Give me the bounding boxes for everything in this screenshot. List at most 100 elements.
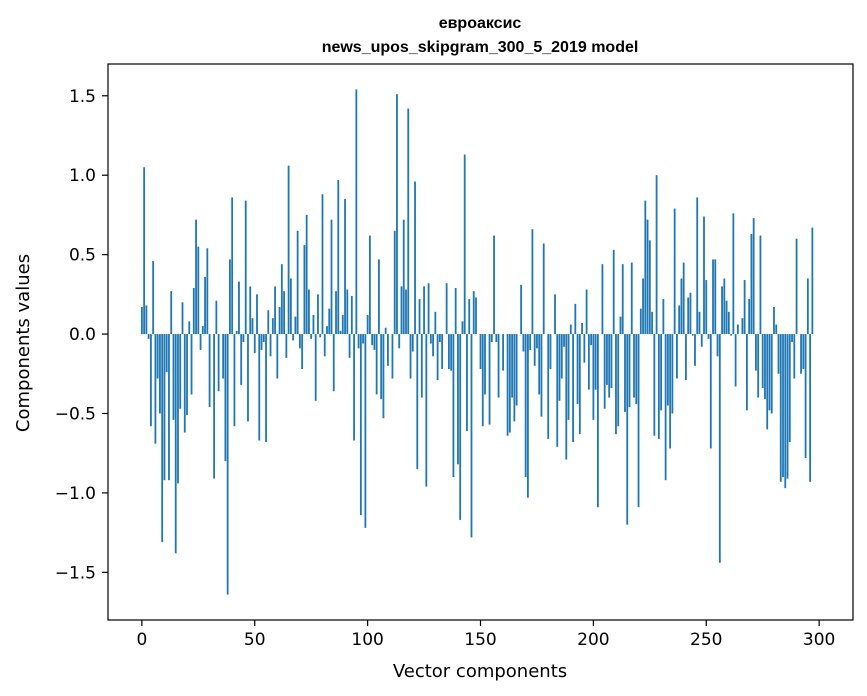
bar-64 — [285, 334, 288, 358]
bar-152 — [484, 334, 486, 395]
bar-218 — [633, 334, 635, 398]
bar-233 — [666, 334, 669, 406]
bar-24 — [195, 219, 197, 335]
bar-9 — [161, 334, 164, 543]
bar-139 — [454, 287, 457, 335]
bar-200 — [592, 334, 595, 420]
bar-216 — [628, 334, 631, 408]
bar-1 — [143, 167, 146, 335]
bar-136 — [447, 334, 450, 370]
bar-290 — [795, 238, 798, 335]
bar-163 — [508, 334, 511, 433]
bar-105 — [378, 259, 380, 335]
bar-189 — [567, 334, 570, 420]
bar-89 — [341, 314, 344, 335]
x-tick-label: 200 — [577, 630, 609, 650]
bar-209 — [612, 249, 615, 335]
bar-184 — [556, 334, 559, 447]
bar-268 — [745, 334, 748, 411]
bar-206 — [606, 334, 608, 385]
bar-55 — [265, 334, 267, 443]
bar-47 — [247, 334, 249, 422]
bar-188 — [565, 334, 568, 460]
bar-220 — [637, 334, 640, 508]
bar-53 — [260, 334, 263, 350]
bar-219 — [635, 334, 638, 404]
bar-175 — [536, 334, 538, 349]
bar-92 — [348, 334, 351, 358]
bar-58 — [271, 318, 274, 335]
bar-41 — [233, 334, 236, 427]
bar-66 — [289, 278, 292, 335]
bar-44 — [240, 334, 243, 385]
bar-61 — [278, 307, 281, 335]
bar-281 — [775, 324, 778, 335]
bar-50 — [253, 334, 256, 354]
bar-121 — [414, 181, 416, 335]
bar-84 — [330, 219, 333, 335]
bar-210 — [615, 334, 617, 435]
bar-48 — [249, 286, 252, 335]
bar-15 — [174, 334, 177, 554]
bar-95 — [355, 89, 358, 335]
bar-231 — [662, 299, 665, 335]
bar-120 — [411, 334, 414, 352]
bar-158 — [497, 334, 500, 398]
bar-205 — [603, 334, 606, 409]
bar-266 — [741, 318, 744, 335]
bar-169 — [522, 334, 525, 352]
bar-100 — [366, 314, 369, 335]
bar-172 — [529, 334, 532, 350]
bar-289 — [793, 334, 796, 379]
bar-119 — [409, 334, 412, 379]
bar-195 — [581, 322, 583, 335]
bar-259 — [725, 300, 728, 335]
bar-279 — [770, 334, 773, 414]
bar-38 — [226, 334, 229, 595]
y-tick-label: −1.5 — [55, 563, 96, 583]
bar-241 — [685, 334, 687, 381]
bar-160 — [502, 334, 504, 371]
bar-197 — [585, 289, 588, 335]
bar-42 — [235, 330, 238, 335]
bar-295 — [806, 278, 809, 335]
bar-108 — [384, 327, 387, 335]
bar-193 — [576, 334, 579, 404]
x-tick-label: 250 — [690, 630, 722, 650]
x-axis: 0 50 100 150 200 250 300 — [136, 620, 835, 650]
bar-45 — [242, 334, 245, 342]
bar-143 — [463, 154, 466, 335]
bar-141 — [459, 334, 462, 520]
bar-137 — [450, 334, 453, 371]
bar-132 — [438, 334, 441, 342]
bar-283 — [779, 334, 782, 482]
bar-115 — [400, 286, 403, 335]
bar-87 — [337, 179, 340, 335]
x-tick-label: 50 — [244, 630, 266, 650]
bar-112 — [393, 230, 396, 335]
bar-73 — [305, 214, 308, 335]
bar-18 — [181, 302, 184, 335]
bar-96 — [357, 334, 360, 349]
bar-254 — [714, 259, 717, 335]
y-tick-label: −1.0 — [55, 484, 96, 504]
bar-244 — [691, 334, 694, 336]
bar-275 — [761, 334, 764, 389]
bar-16 — [177, 334, 179, 484]
bar-74 — [308, 289, 310, 335]
bar-71 — [301, 334, 304, 370]
bar-36 — [222, 334, 225, 379]
bar-126 — [425, 334, 428, 487]
y-tick-label: 0.0 — [69, 325, 96, 345]
bar-146 — [470, 334, 473, 538]
bar-34 — [217, 334, 220, 392]
bar-252 — [709, 334, 712, 449]
bar-144 — [466, 334, 468, 431]
bar-277 — [766, 334, 769, 430]
bar-229 — [657, 334, 660, 439]
bar-2 — [145, 305, 148, 335]
bar-211 — [617, 334, 620, 427]
bar-224 — [646, 219, 649, 335]
bar-118 — [407, 108, 410, 335]
